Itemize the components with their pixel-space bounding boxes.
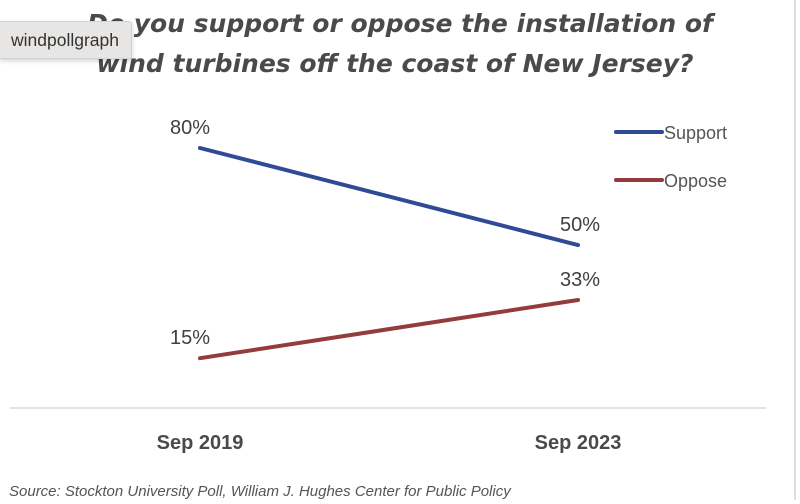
chart-title-line-1: Do you support or oppose the installatio… xyxy=(87,9,713,38)
legend: Support Oppose xyxy=(614,123,727,191)
filename-tooltip: windpollgraph xyxy=(0,21,132,59)
legend-label-support: Support xyxy=(664,123,727,143)
data-label-support-sep-2019: 80% xyxy=(170,117,210,139)
data-label-oppose-sep-2023: 33% xyxy=(560,269,600,291)
chart-title-line-2: wind turbines off the coast of New Jerse… xyxy=(96,49,694,78)
data-label-oppose-sep-2019: 15% xyxy=(170,327,210,349)
legend-label-oppose: Oppose xyxy=(664,171,727,191)
oppose-series-line xyxy=(198,297,580,361)
chart-title: Do you support or oppose the installatio… xyxy=(0,4,790,84)
window-edge-divider xyxy=(794,0,796,500)
source-note: Source: Stockton University Poll, Willia… xyxy=(9,483,511,500)
x-tick-label-sep-2023: Sep 2023 xyxy=(535,432,622,454)
x-tick-label-sep-2019: Sep 2019 xyxy=(157,432,244,454)
data-label-support-sep-2023: 50% xyxy=(560,214,600,236)
support-series-line xyxy=(198,146,580,248)
